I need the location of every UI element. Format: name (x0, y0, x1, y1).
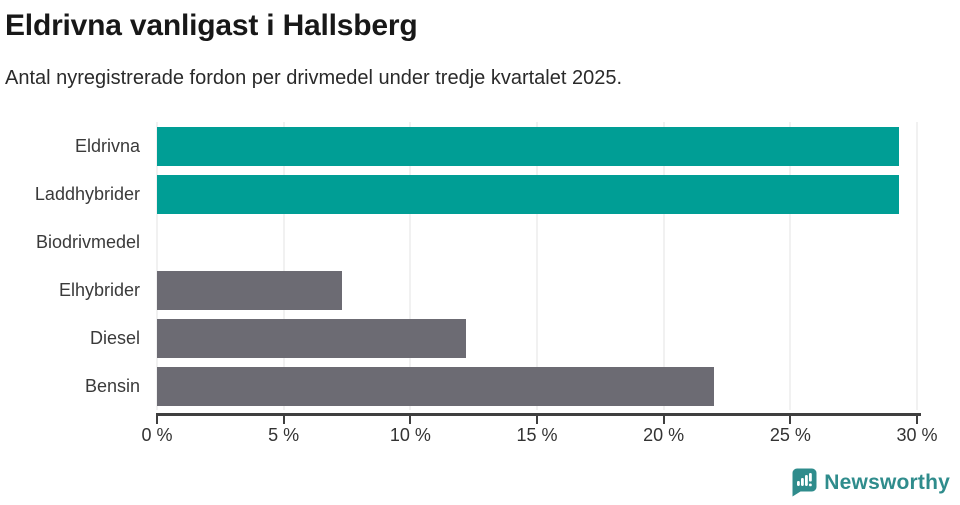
axis-tick (789, 413, 792, 424)
newsworthy-logo-text: Newsworthy (824, 470, 950, 494)
gridline (156, 122, 158, 410)
category-axis: Eldrivna Laddhybrider Biodrivmedel Elhybrid… (0, 122, 157, 462)
axis-tick-label: 5 % (268, 425, 300, 445)
chart-bar (157, 270, 342, 310)
category-label: Laddhybrider (34, 184, 140, 204)
chart-title: Eldrivna vanligast i Hallsberg (5, 9, 418, 42)
gridline (536, 122, 538, 410)
newsworthy-bubble-chart-icon (792, 468, 817, 497)
chart-subtitle: Antal nyregistrerade fordon per drivmede… (5, 67, 623, 89)
category-label: Elhybrider (58, 280, 140, 300)
gridline (789, 122, 791, 410)
chart-bar (157, 174, 900, 214)
x-axis-line (157, 413, 921, 416)
category-label: Diesel (89, 328, 140, 348)
axis-tick-label: 25 % (769, 425, 811, 445)
axis-tick-label: 0 % (141, 425, 173, 445)
axis-tick-label: 30 % (896, 425, 938, 445)
axis-tick (156, 413, 158, 424)
bars-layer (157, 122, 917, 410)
axis-tick (536, 413, 538, 424)
newsworthy-logo: Newsworthy (790, 468, 950, 497)
bar-row (157, 362, 917, 410)
bar-row (157, 218, 917, 266)
plot-area: 0 % 5 % 10 % 15 % 20 % 25 % 30 % (141, 122, 938, 462)
category-label: Bensin (84, 376, 140, 396)
gridline (916, 122, 918, 410)
bar-row (157, 314, 917, 362)
category-label: Biodrivmedel (35, 232, 140, 252)
chart-bar (157, 366, 715, 406)
axis-tick-label: 15 % (516, 425, 558, 445)
axis-tick (916, 413, 918, 424)
gridline (283, 122, 285, 410)
bar-row (157, 266, 917, 314)
gridline (409, 122, 411, 410)
category-label: Eldrivna (74, 136, 140, 156)
bar-row (157, 170, 917, 218)
gridline (663, 122, 665, 410)
bar-row (157, 122, 917, 170)
axis-tick-label: 10 % (389, 425, 431, 445)
axis-tick-label: 20 % (643, 425, 685, 445)
chart-bar (157, 318, 467, 358)
chart-bar (157, 126, 900, 166)
axis-tick (282, 413, 285, 424)
bar-chart: Eldrivna Laddhybrider Biodrivmedel Elhybrid… (0, 122, 938, 462)
axis-tick (662, 413, 665, 424)
axis-tick (409, 413, 412, 424)
